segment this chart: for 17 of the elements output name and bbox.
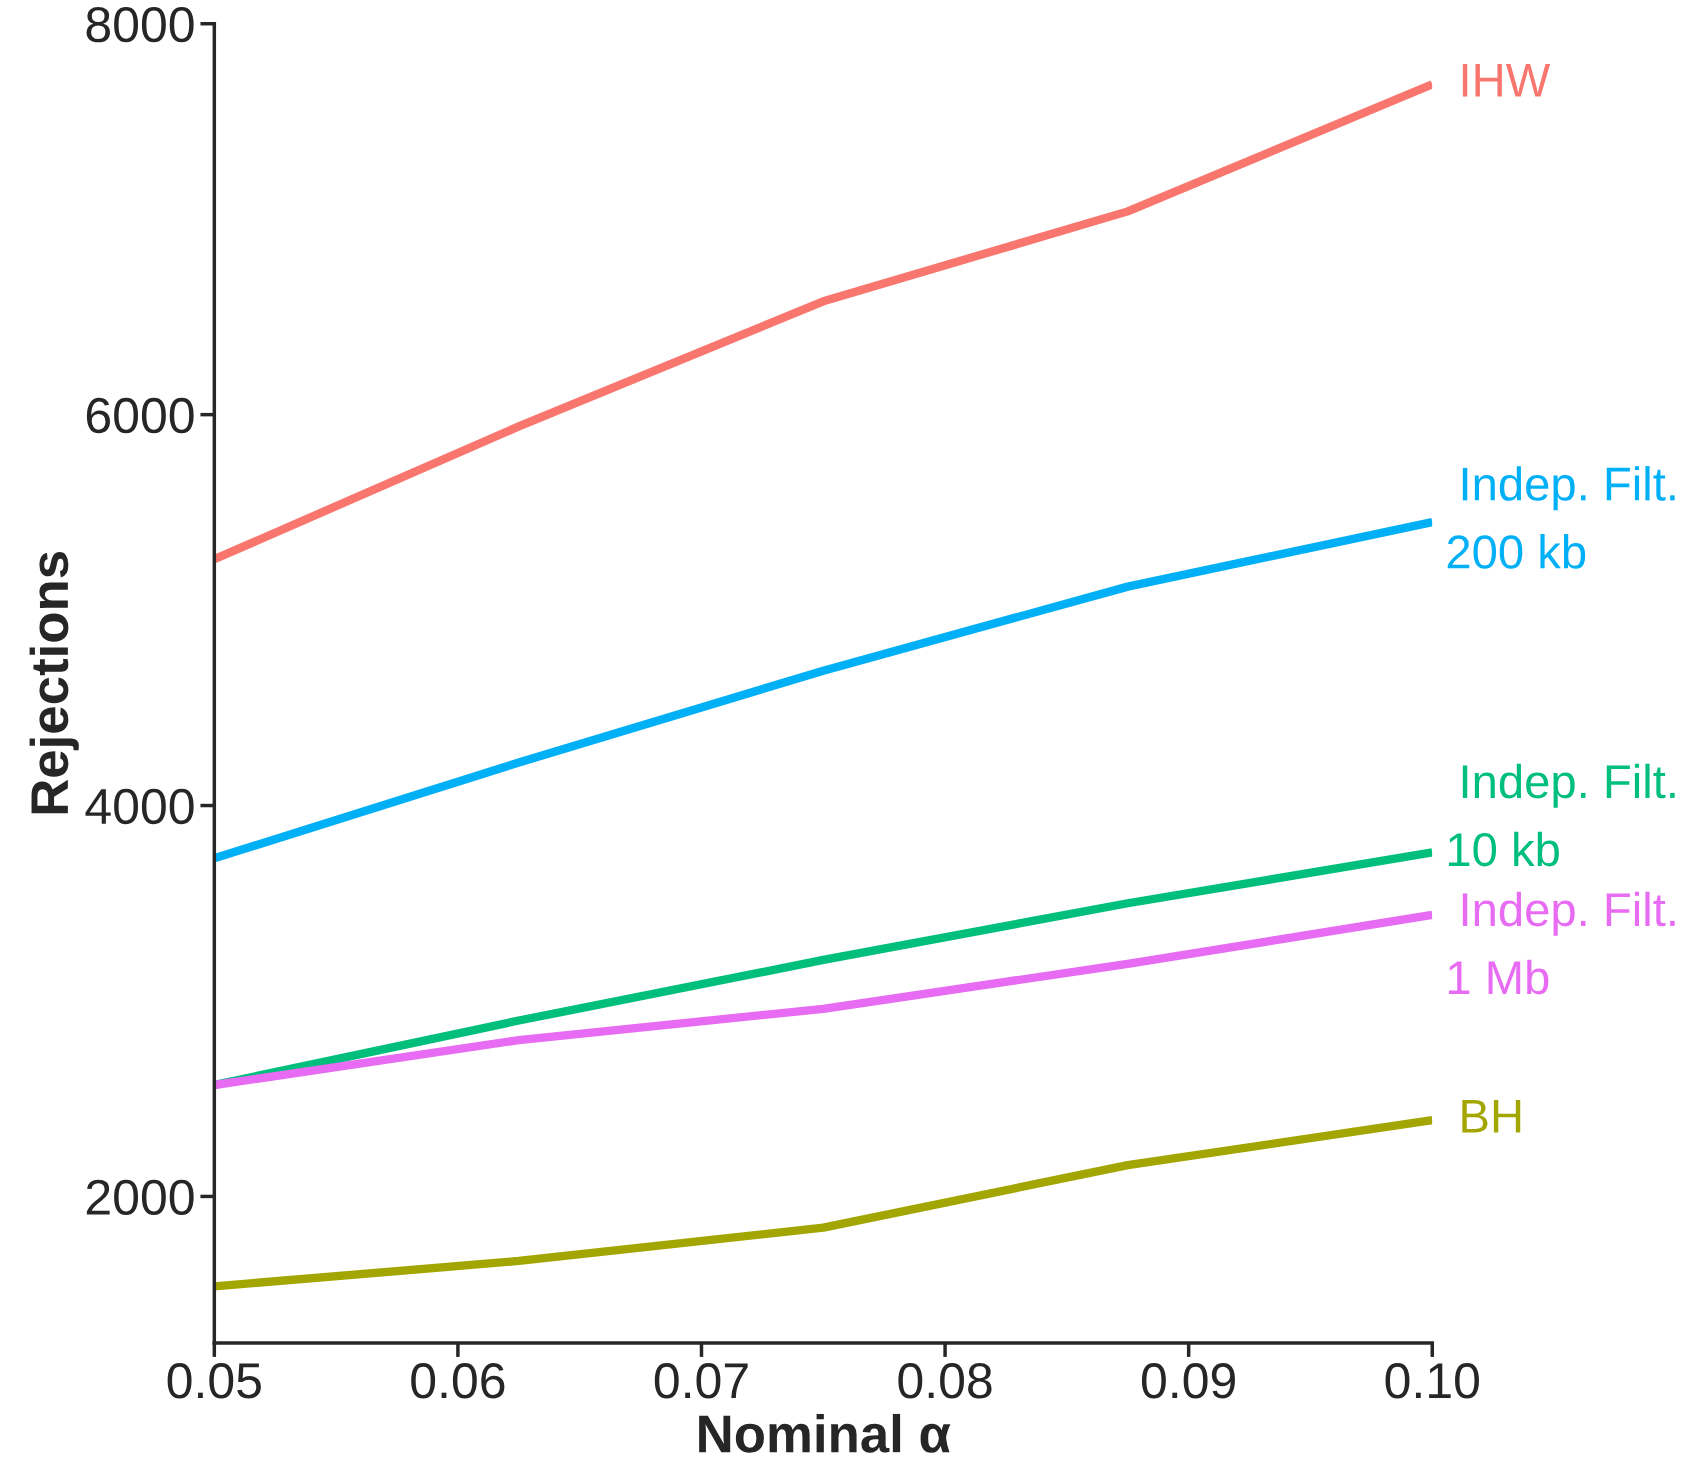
y-axis-title: Rejections <box>29 552 79 814</box>
series-label: BH <box>1462 1099 1521 1133</box>
x-tick-label: 0.08 <box>898 1363 992 1399</box>
series-label: Indep. Filt. 10 kb <box>1448 763 1675 867</box>
y-tick-label: 2000 <box>86 1179 194 1216</box>
series-label: IHW <box>1462 64 1551 97</box>
x-tick-label: 0.05 <box>167 1363 261 1399</box>
series-label: Indep. Filt. 1 Mb <box>1448 891 1675 995</box>
y-tick-label: 8000 <box>86 6 194 43</box>
x-axis-title: Nominal α <box>699 1413 951 1453</box>
y-tick-label: 6000 <box>86 397 194 434</box>
series-label: Indep. Filt. 200 kb <box>1447 466 1675 569</box>
x-tick-label: 0.07 <box>654 1363 748 1399</box>
x-tick-label: 0.09 <box>1141 1363 1235 1399</box>
x-tick-label: 0.06 <box>411 1363 505 1399</box>
x-tick-label: 0.10 <box>1385 1363 1479 1399</box>
y-tick-label: 4000 <box>85 788 194 825</box>
